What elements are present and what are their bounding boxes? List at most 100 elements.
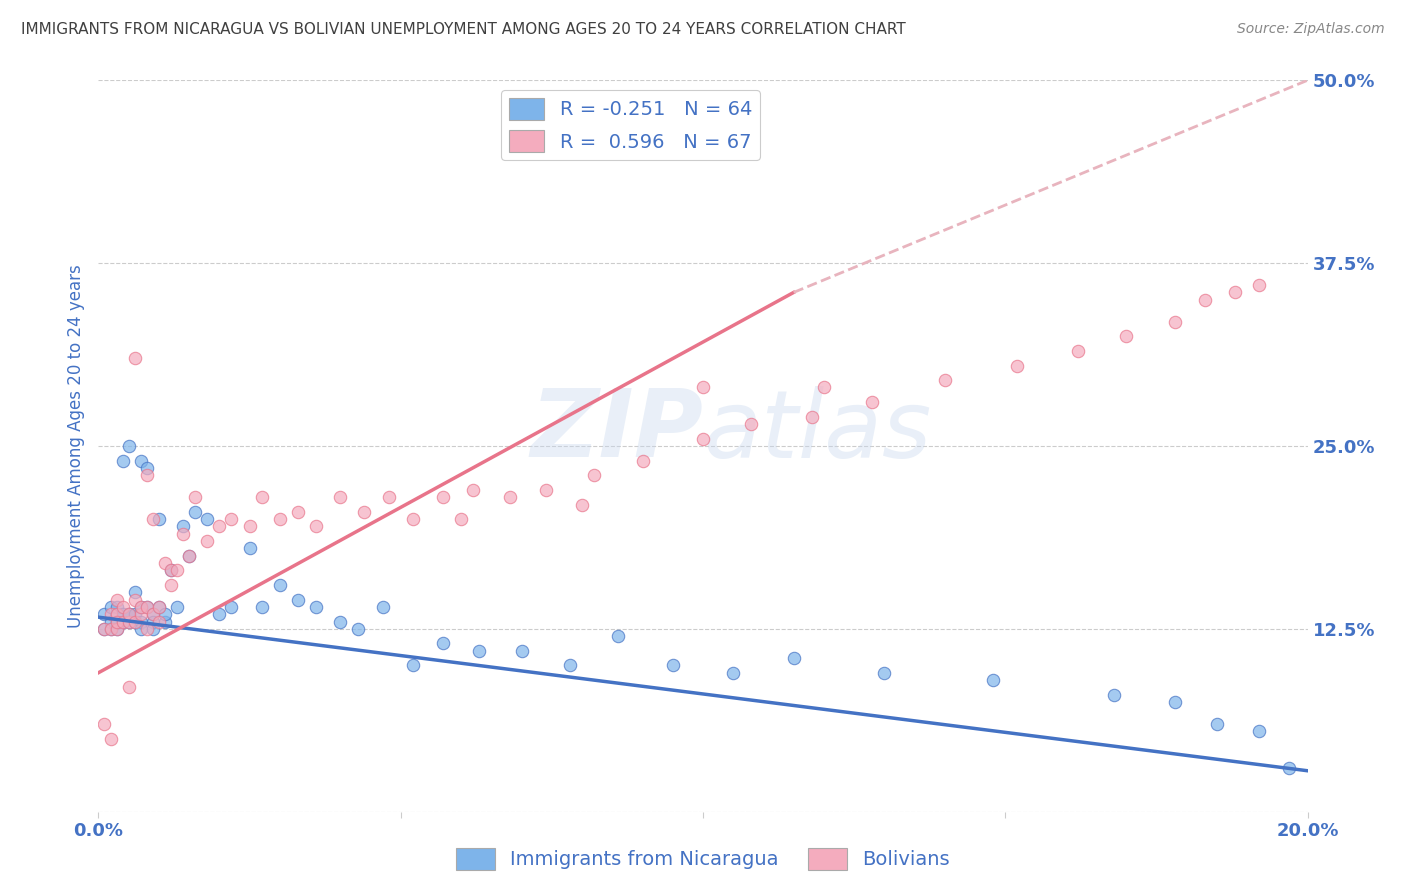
Point <box>160 578 183 592</box>
Point <box>1163 315 1185 329</box>
Point <box>692 432 714 446</box>
Point <box>148 599 170 614</box>
Point <box>105 622 128 636</box>
Point <box>179 549 201 563</box>
Point <box>607 629 630 643</box>
Point <box>631 453 654 467</box>
Point <box>124 351 146 366</box>
Point <box>329 615 352 629</box>
Text: ZIP: ZIP <box>530 385 703 477</box>
Point <box>93 622 115 636</box>
Point <box>305 599 328 614</box>
Point <box>208 519 231 533</box>
Point <box>153 556 176 570</box>
Point <box>287 505 309 519</box>
Point <box>111 607 134 622</box>
Point <box>873 665 896 680</box>
Point <box>105 592 128 607</box>
Point <box>347 622 370 636</box>
Point <box>172 526 194 541</box>
Point <box>135 461 157 475</box>
Point <box>571 498 593 512</box>
Point <box>1278 761 1301 775</box>
Point <box>468 644 491 658</box>
Point <box>142 607 165 622</box>
Point <box>135 468 157 483</box>
Point <box>135 599 157 614</box>
Point <box>813 380 835 394</box>
Point <box>148 615 170 629</box>
Point <box>195 534 218 549</box>
Point <box>402 658 425 673</box>
Point <box>583 468 606 483</box>
Point <box>1206 717 1229 731</box>
Point <box>118 681 141 695</box>
Point <box>118 439 141 453</box>
Point <box>1067 343 1090 358</box>
Point <box>93 607 115 622</box>
Point <box>221 599 243 614</box>
Point <box>124 615 146 629</box>
Point <box>723 665 745 680</box>
Point <box>124 607 146 622</box>
Point <box>239 519 262 533</box>
Point <box>142 607 165 622</box>
Point <box>124 592 146 607</box>
Point <box>160 563 183 577</box>
Legend: R = -0.251   N = 64, R =  0.596   N = 67: R = -0.251 N = 64, R = 0.596 N = 67 <box>501 90 759 161</box>
Point <box>740 417 762 431</box>
Point <box>463 483 485 497</box>
Point <box>239 541 262 556</box>
Point <box>148 512 170 526</box>
Point <box>142 512 165 526</box>
Point <box>860 395 883 409</box>
Point <box>692 380 714 394</box>
Legend: Immigrants from Nicaragua, Bolivians: Immigrants from Nicaragua, Bolivians <box>449 839 957 878</box>
Point <box>129 615 152 629</box>
Point <box>118 607 141 622</box>
Point <box>100 607 122 622</box>
Text: atlas: atlas <box>703 386 931 477</box>
Point <box>800 409 823 424</box>
Point <box>1102 688 1125 702</box>
Point <box>93 717 115 731</box>
Point <box>981 673 1004 687</box>
Point <box>142 622 165 636</box>
Point <box>287 592 309 607</box>
Point <box>118 607 141 622</box>
Point <box>1194 293 1216 307</box>
Point <box>129 622 152 636</box>
Point <box>184 505 207 519</box>
Point <box>1249 724 1271 739</box>
Point <box>558 658 581 673</box>
Point <box>153 607 176 622</box>
Point <box>129 599 152 614</box>
Point <box>353 505 375 519</box>
Point <box>450 512 472 526</box>
Point <box>129 453 152 467</box>
Point <box>135 599 157 614</box>
Point <box>148 599 170 614</box>
Point <box>402 512 425 526</box>
Y-axis label: Unemployment Among Ages 20 to 24 years: Unemployment Among Ages 20 to 24 years <box>66 264 84 628</box>
Point <box>1007 359 1029 373</box>
Point <box>100 615 122 629</box>
Point <box>269 512 291 526</box>
Point <box>377 490 399 504</box>
Point <box>105 615 128 629</box>
Point <box>124 585 146 599</box>
Point <box>221 512 243 526</box>
Point <box>498 490 520 504</box>
Point <box>153 615 176 629</box>
Point <box>142 615 165 629</box>
Point <box>783 651 806 665</box>
Point <box>166 563 188 577</box>
Point <box>105 599 128 614</box>
Point <box>124 615 146 629</box>
Point <box>208 607 231 622</box>
Point <box>661 658 683 673</box>
Point <box>269 578 291 592</box>
Point <box>195 512 218 526</box>
Point <box>250 599 273 614</box>
Point <box>534 483 557 497</box>
